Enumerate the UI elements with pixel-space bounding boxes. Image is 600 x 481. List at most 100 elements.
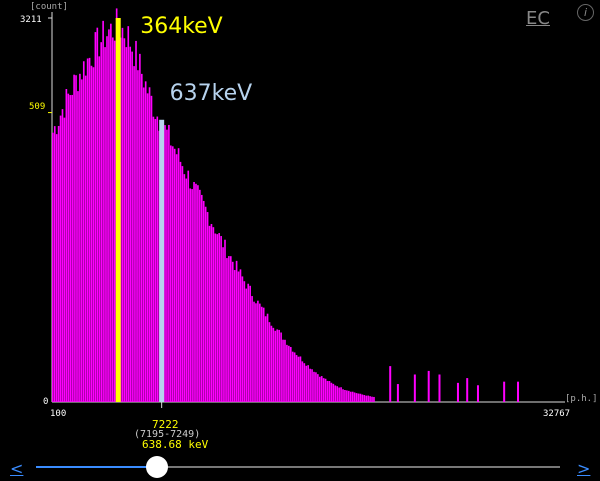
- spectrum-bar: [61, 109, 64, 403]
- spectrum-bar: [59, 115, 62, 402]
- spectrum-bar: [503, 381, 506, 402]
- spectrum-bar: [313, 371, 315, 402]
- slider-track[interactable]: [157, 466, 560, 468]
- spectrum-bar: [245, 288, 248, 402]
- cursor-range: (7195-7249): [134, 429, 201, 440]
- spectrum-bar: [299, 356, 302, 402]
- spectrum-bar: [328, 380, 331, 402]
- spectrum-bar: [365, 395, 368, 402]
- spectrum-bar: [150, 95, 153, 402]
- info-icon[interactable]: i: [577, 4, 594, 21]
- spectrum-bar: [367, 395, 369, 402]
- spectrum-bar: [86, 58, 89, 403]
- spectrum-bar: [346, 390, 348, 402]
- spectrum-bar: [183, 174, 186, 402]
- spectrum-bar: [476, 385, 479, 402]
- spectrum-bar: [289, 346, 292, 402]
- spectrum-bar: [189, 188, 191, 402]
- spectrum-bar: [330, 382, 333, 402]
- spectrum-bar: [318, 376, 321, 402]
- spectrum-bar: [361, 394, 364, 402]
- energy-calibration-link[interactable]: EC: [526, 8, 550, 29]
- spectrum-bar: [79, 73, 81, 403]
- spectrum-bar: [133, 66, 135, 403]
- prev-button[interactable]: <: [10, 459, 24, 478]
- spectrum-bar: [127, 26, 130, 402]
- spectrum-bar: [210, 223, 213, 402]
- spectrum-bar: [148, 87, 151, 403]
- spectrum-bar: [164, 125, 166, 403]
- peak-marker-364: [115, 18, 121, 402]
- spectrum-bar: [142, 87, 145, 402]
- spectrum-bar: [259, 303, 261, 402]
- spectrum-bar: [371, 396, 373, 402]
- spectrum-bar: [257, 300, 259, 402]
- spectrum-bar: [88, 57, 91, 402]
- spectrum-bar: [63, 117, 66, 402]
- spectrum-bar: [175, 154, 178, 402]
- spectrum-bar: [363, 395, 366, 402]
- spectrum-bar: [272, 327, 275, 402]
- spectrum-bar: [140, 73, 143, 402]
- slider-track-filled[interactable]: [36, 466, 157, 468]
- spectrum-bar: [197, 185, 199, 402]
- spectrum-bar: [52, 132, 54, 402]
- spectrum-bar: [195, 183, 197, 402]
- spectrum-bar: [326, 380, 329, 402]
- spectrum-bar: [334, 385, 337, 402]
- spectrum-bar: [413, 374, 416, 402]
- spectrum-bar: [90, 65, 93, 403]
- spectrum-bar: [173, 148, 176, 402]
- spectrum-bar: [347, 390, 350, 402]
- spectrum-bar: [247, 283, 250, 402]
- spectrum-bar: [204, 206, 207, 402]
- spectrum-bar: [75, 75, 77, 403]
- spectrum-bar: [235, 260, 238, 402]
- spectrum-bar: [427, 370, 430, 402]
- spectrum-bar: [317, 374, 319, 402]
- spectrum-bar: [135, 40, 137, 402]
- spectrum-bar: [282, 339, 284, 402]
- spectrum-bar: [123, 38, 126, 402]
- spectrum-bar: [202, 200, 205, 402]
- cursor-energy: 638.68 keV: [142, 438, 209, 451]
- spectrum-bar: [57, 125, 60, 402]
- spectrum-bar: [104, 47, 106, 402]
- spectrum-bar: [295, 355, 298, 402]
- spectrum-bar: [276, 329, 279, 402]
- spectrum-bar: [228, 256, 230, 402]
- x-axis-label: [p.h.]: [565, 394, 598, 404]
- spectrum-bar: [349, 391, 352, 402]
- spectrum-bar: [274, 330, 277, 402]
- spectrum-bar: [353, 392, 356, 402]
- slider-thumb[interactable]: [146, 456, 168, 478]
- spectrum-bar: [266, 313, 269, 402]
- spectrum-bar: [77, 91, 79, 403]
- spectrum-bar: [156, 116, 159, 402]
- spectrum-bar: [262, 307, 265, 402]
- spectrum-bar: [307, 365, 310, 402]
- spectrum-bar: [351, 391, 354, 402]
- peak-label-637: 637keV: [170, 81, 253, 106]
- next-button[interactable]: >: [577, 459, 591, 478]
- spectrum-bar: [253, 301, 255, 402]
- spectrum-bar: [139, 53, 141, 403]
- spectrum-bar: [187, 170, 190, 402]
- spectrum-bar: [309, 368, 311, 402]
- spectrum-bar: [355, 393, 358, 402]
- spectrum-bar: [191, 189, 193, 402]
- y-max-label: 3211: [20, 15, 42, 25]
- spectrum-bar: [69, 95, 72, 402]
- spectrum-bar: [152, 116, 155, 402]
- spectrum-bar: [315, 372, 317, 402]
- spectrum-bar: [55, 134, 58, 403]
- spectrum-bar: [100, 42, 102, 403]
- spectrum-bar: [206, 212, 209, 402]
- spectrum-bar: [344, 389, 346, 402]
- spectrum-bar: [216, 234, 219, 402]
- spectrum-bar: [171, 146, 174, 402]
- spectrum-bar: [224, 239, 226, 402]
- spectrum-bar: [92, 67, 95, 403]
- x-max-label: 32767: [543, 409, 571, 419]
- spectrum-bar: [170, 145, 172, 402]
